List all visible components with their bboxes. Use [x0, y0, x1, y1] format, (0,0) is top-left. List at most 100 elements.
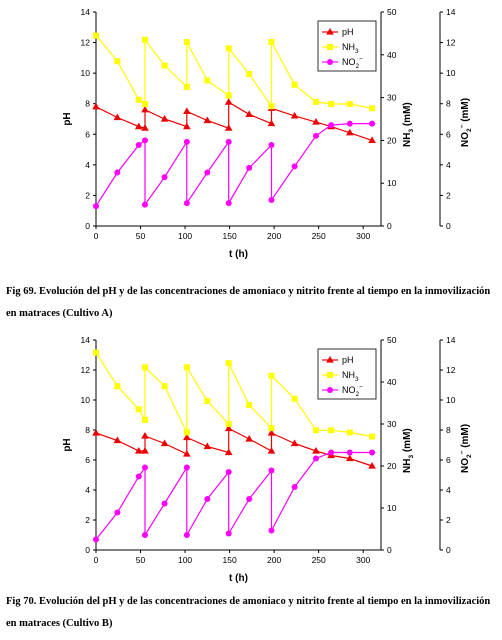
triangle-marker	[183, 450, 191, 457]
circle-marker	[93, 536, 99, 543]
triangle-marker	[113, 436, 122, 444]
triangle-marker	[141, 447, 149, 454]
circle-marker	[327, 59, 333, 65]
triangle-marker	[203, 116, 212, 124]
square-marker	[225, 92, 232, 99]
y3-tick-label: 6	[446, 129, 451, 139]
x-tick-label: 300	[356, 231, 370, 241]
circle-marker	[246, 496, 253, 502]
circle-marker	[346, 120, 353, 127]
circle-marker	[328, 122, 335, 129]
triangle-marker	[134, 447, 143, 454]
square-marker	[225, 45, 232, 52]
square-marker	[114, 383, 121, 390]
triangle-marker	[160, 439, 169, 447]
y3-axis-label: NO2− (mM)	[459, 98, 473, 147]
square-marker	[183, 364, 190, 371]
series-nh3	[93, 349, 376, 440]
square-marker	[312, 98, 319, 105]
circle-marker	[114, 169, 121, 176]
circle-marker	[268, 197, 275, 204]
triangle-marker	[368, 136, 376, 143]
y2-tick-label: 30	[387, 419, 397, 429]
y3-tick-label: 10	[446, 68, 456, 78]
triangle-marker	[224, 98, 233, 105]
legend-label: pH	[342, 27, 354, 37]
y3-tick-label: 4	[446, 485, 451, 495]
triangle-marker	[183, 107, 191, 114]
circle-marker	[327, 387, 333, 393]
x-tick-label: 50	[136, 555, 146, 565]
square-marker	[268, 425, 275, 432]
y2-tick-label: 20	[387, 135, 397, 145]
series-line	[95, 122, 373, 207]
figure-69: 0 50 100 150 200 250 300 0 2 4 6 8 10 12 14 0 10 20 30 40 50…	[6, 7, 490, 319]
triangle-marker	[224, 124, 233, 131]
triangle-marker	[312, 118, 320, 125]
square-marker	[183, 429, 190, 436]
y-axis-label: pH	[62, 438, 73, 451]
series-ph	[92, 424, 376, 469]
y3-tick-label: 6	[446, 455, 451, 465]
y2-tick-label: 40	[387, 377, 397, 387]
circle-marker	[141, 137, 148, 144]
x-tick-label: 300	[356, 555, 370, 565]
triangle-marker	[141, 432, 149, 439]
square-marker	[141, 36, 148, 43]
x-tick-label: 250	[312, 231, 326, 241]
series-line	[95, 427, 373, 467]
square-marker	[204, 77, 211, 84]
y-tick-label: 10	[81, 395, 91, 405]
y2-tick-label: 40	[387, 50, 397, 60]
circle-marker	[183, 200, 190, 207]
square-marker	[328, 427, 335, 434]
square-marker	[346, 429, 353, 436]
circle-marker	[93, 203, 99, 210]
triangle-marker	[92, 102, 100, 110]
square-marker	[204, 397, 211, 404]
triangle-marker	[203, 442, 212, 450]
y-tick-label: 6	[85, 129, 90, 139]
axes: 0 50 100 150 200 250 3000246810121401020304050…	[62, 7, 473, 260]
circle-marker	[135, 141, 142, 148]
circle-marker	[225, 469, 232, 475]
circle-marker	[346, 449, 353, 456]
x-axis-label: t (h)	[229, 249, 248, 260]
triangle-marker	[160, 115, 169, 122]
chart-cultivo-a: 0 50 100 150 200 250 3000246810121401020304050…	[62, 7, 473, 260]
circle-marker	[312, 132, 319, 139]
y3-tick-label: 12	[446, 365, 456, 375]
y2-tick-label: 50	[387, 7, 397, 17]
triangle-marker	[245, 110, 253, 118]
triangle-marker	[183, 433, 191, 441]
y2-tick-label: 20	[387, 461, 397, 471]
legend-label: NO2−	[342, 56, 363, 70]
triangle-marker	[326, 356, 334, 363]
circle-marker	[268, 141, 275, 148]
y3-tick-label: 8	[446, 99, 451, 109]
y2-axis-label: NH3 (mM)	[402, 428, 415, 473]
series-no2	[93, 120, 376, 210]
y-tick-label: 12	[81, 365, 91, 375]
square-marker	[141, 416, 148, 423]
circle-marker	[291, 484, 298, 490]
triangle-marker	[267, 447, 276, 454]
square-marker	[346, 101, 353, 108]
x-tick-label: 0	[94, 231, 99, 241]
triangle-marker	[141, 124, 149, 131]
x-tick-label: 0	[94, 555, 99, 565]
circle-marker	[204, 169, 211, 176]
legend-label: pH	[342, 355, 354, 365]
triangle-marker	[346, 128, 354, 136]
x-tick-label: 150	[223, 555, 237, 565]
circle-marker	[161, 500, 168, 507]
circle-marker	[291, 163, 298, 170]
series-nh3	[93, 32, 376, 112]
triangle-marker	[183, 122, 191, 130]
y2-tick-label: 10	[387, 178, 397, 188]
square-marker	[312, 427, 319, 434]
square-marker	[291, 395, 298, 402]
square-marker	[141, 364, 148, 371]
y-tick-label: 14	[81, 7, 91, 17]
